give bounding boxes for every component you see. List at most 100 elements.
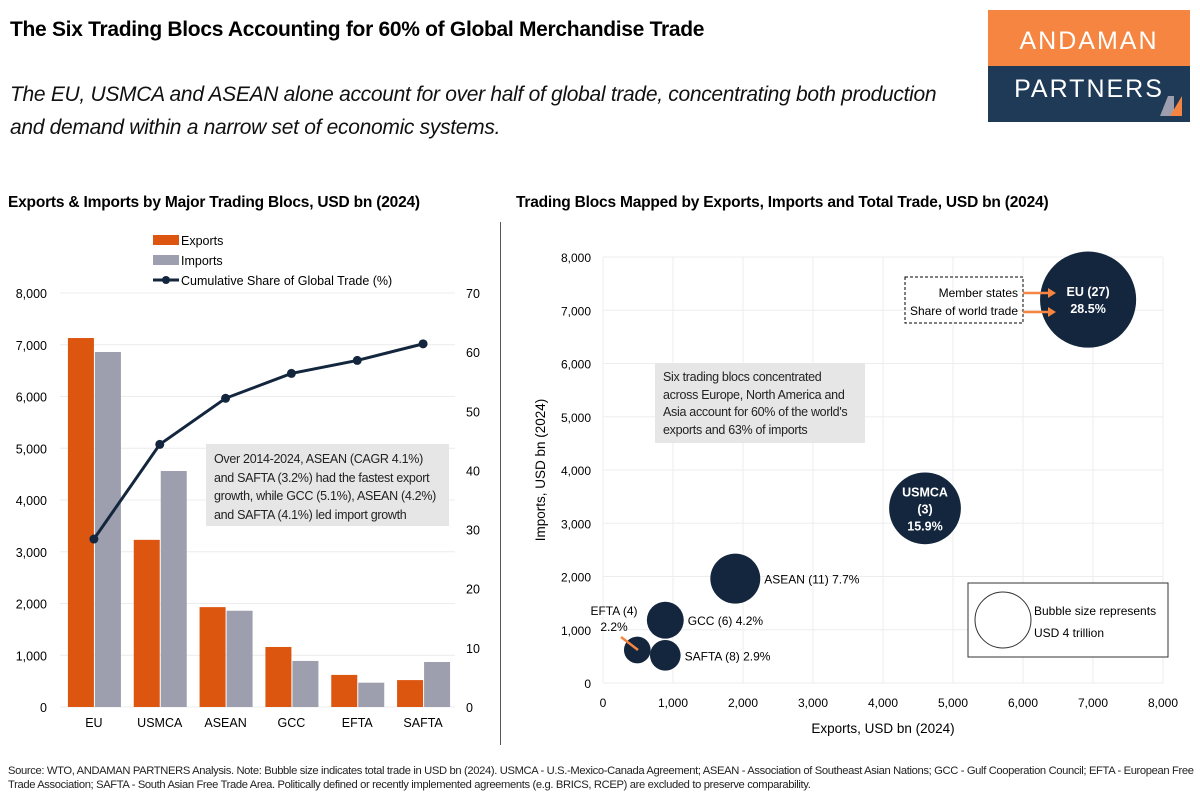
x-tick-label: 1,000 (658, 696, 688, 710)
y-tick-label: 1,000 (16, 649, 47, 663)
cumulative-share-point-eu (89, 534, 99, 544)
bubble-label: ASEAN (11) 7.7% (764, 573, 859, 587)
key-share-of-world-trade: Share of world trade (910, 304, 1018, 318)
bubble-pointer (620, 636, 639, 651)
y-tick-label: 2,000 (16, 598, 47, 612)
x-tick-label: 3,000 (798, 696, 828, 710)
size-legend-circle (974, 591, 1032, 649)
bubble-label: 28.5% (1070, 302, 1105, 316)
y2-tick-label: 30 (466, 524, 480, 538)
cumulative-share-point-safta (418, 339, 428, 349)
bar-chart-title: Exports & Imports by Major Trading Blocs… (8, 194, 420, 211)
size-legend-line1: Bubble size represents (1034, 604, 1156, 618)
bubble-usmca: USMCA (3) 15.9% (889, 472, 961, 545)
bubble-safta: SAFTA (8) 2.9% (649, 639, 771, 671)
bar-chart: 0 1,000 2,000 3,000 4,000 5,000 6,000 7,000 8,00… (16, 234, 480, 730)
cumulative-share-point-gcc (286, 368, 296, 378)
cumulative-share-point-usmca (155, 439, 165, 449)
bubble-circle (646, 601, 684, 639)
key-arrow-icon (1023, 288, 1056, 298)
y2-tick-label: 50 (466, 405, 480, 419)
logo-line1: ANDAMAN (988, 10, 1190, 66)
y-tick-label: 1,000 (561, 624, 591, 638)
x-category-label: SAFTA (403, 716, 443, 730)
bubble-label: (3) (917, 502, 932, 516)
x-category-label: EFTA (342, 716, 374, 730)
y-tick-label: 5,000 (16, 442, 47, 456)
x-category-label: EU (85, 716, 102, 730)
y-tick-label: 5,000 (561, 411, 591, 425)
key-box (904, 276, 1024, 324)
x-tick-label: 8,000 (1148, 696, 1178, 710)
y-tick-label: 6,000 (561, 358, 591, 372)
bubble-label: 15.9% (907, 519, 942, 533)
bar-imports-usmca (160, 471, 187, 707)
bubble-asean: ASEAN (11) 7.7% (710, 553, 860, 604)
bar-imports-efta (358, 682, 385, 707)
y-tick-label: 4,000 (16, 494, 47, 508)
bubble-label: SAFTA (8) 2.9% (685, 649, 771, 663)
bar-exports-eu (67, 338, 94, 707)
legend-marker-cumulative (162, 276, 170, 284)
x-tick-label: 6,000 (1008, 696, 1038, 710)
logo-line2: PARTNERS (988, 66, 1190, 122)
bubble-circle (889, 472, 961, 545)
bubble-label: EFTA (4) (590, 604, 637, 618)
bar-exports-gcc (265, 646, 292, 707)
y2-tick-label: 20 (466, 583, 480, 597)
y2-tick-label: 10 (466, 642, 480, 656)
y-tick-label: 6,000 (16, 391, 47, 405)
andaman-partners-logo: ANDAMAN PARTNERS (988, 10, 1190, 122)
x-category-label: ASEAN (204, 716, 246, 730)
source-footnote: Source: WTO, ANDAMAN PARTNERS Analysis. … (8, 765, 1194, 791)
y-tick-label: 2,000 (561, 571, 591, 585)
key-member-states: Member states (939, 286, 1018, 300)
y-tick-label: 4,000 (561, 464, 591, 478)
bar-imports-asean (226, 610, 253, 707)
bar-imports-safta (424, 661, 451, 707)
y2-tick-label: 40 (466, 464, 480, 478)
x-tick-label: 5,000 (938, 696, 968, 710)
legend-swatch-exports (153, 235, 179, 245)
panel-divider (500, 222, 501, 745)
x-category-label: USMCA (137, 716, 183, 730)
bubble-label: 2.2% (600, 620, 628, 634)
y-tick-label: 3,000 (561, 517, 591, 531)
x-tick-label: 2,000 (728, 696, 758, 710)
bubble-circle (649, 639, 681, 671)
bar-imports-gcc (292, 660, 319, 707)
x-category-label: GCC (278, 716, 306, 730)
y2-tick-label: 0 (466, 701, 473, 715)
legend-swatch-imports (153, 255, 179, 265)
x-axis-label: Exports, USD bn (2024) (811, 721, 954, 736)
page-subtitle: The EU, USMCA and ASEAN alone account fo… (10, 83, 937, 139)
bar-chart-annotation: Over 2014-2024, ASEAN (CAGR 4.1%) and SA… (206, 444, 449, 526)
bubble-chart-annotation: Six trading blocs concentrated across Eu… (655, 363, 865, 443)
y2-tick-label: 60 (466, 346, 480, 360)
legend-label-cumulative: Cumulative Share of Global Trade (%) (181, 274, 392, 288)
cumulative-share-point-asean (221, 393, 231, 403)
y-axis-label: Imports, USD bn (2024) (533, 399, 548, 542)
legend-label-exports: Exports (181, 234, 223, 248)
y-tick-label: 0 (584, 677, 591, 691)
y2-tick-label: 70 (466, 287, 480, 301)
bubble-circle (1040, 251, 1137, 348)
x-tick-label: 0 (600, 696, 607, 710)
bubble-eu: EU (27) 28.5% (1040, 251, 1137, 348)
bubble-efta: EFTA (4) 2.2% (590, 604, 651, 664)
bubble-circle (710, 553, 761, 604)
size-legend-box (967, 582, 1169, 658)
bubble-gcc: GCC (6) 4.2% (646, 601, 763, 639)
y-tick-label: 8,000 (16, 287, 47, 301)
y-tick-label: 8,000 (561, 251, 591, 265)
legend-label-imports: Imports (181, 254, 223, 268)
x-tick-label: 7,000 (1078, 696, 1108, 710)
bubble-label: USMCA (902, 485, 948, 499)
y-tick-label: 7,000 (561, 304, 591, 318)
size-legend-line2: USD 4 trillion (1034, 626, 1104, 640)
bubble-chart-title: Trading Blocs Mapped by Exports, Imports… (516, 194, 1049, 211)
page-title: The Six Trading Blocs Accounting for 60%… (10, 18, 705, 41)
bar-exports-usmca (133, 539, 160, 707)
bubble-chart: 00 1,000 1,000 2,000 2,000 3,000 3,000 4,000 4,0… (533, 251, 1178, 736)
y-tick-label: 0 (40, 701, 47, 715)
